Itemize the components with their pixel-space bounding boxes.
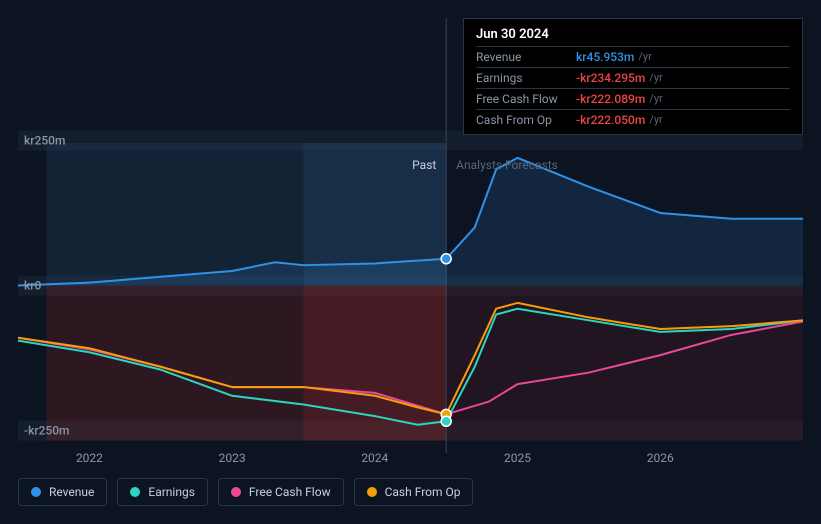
tooltip-row-value: kr45.953m — [576, 50, 634, 64]
legend-dot-icon — [367, 487, 377, 497]
chart-legend: Revenue Earnings Free Cash Flow Cash From O… — [18, 478, 473, 506]
legend-item-earnings[interactable]: Earnings — [117, 478, 208, 506]
svg-text:2023: 2023 — [219, 451, 246, 465]
legend-item-revenue[interactable]: Revenue — [18, 478, 107, 506]
tooltip-row-label: Cash From Op — [476, 113, 576, 127]
tooltip-row-value: -kr234.295m — [576, 71, 645, 85]
legend-item-label: Earnings — [148, 485, 195, 499]
tooltip-row-label: Free Cash Flow — [476, 92, 576, 106]
tooltip-row-suffix: /yr — [649, 71, 662, 85]
legend-item-label: Cash From Op — [385, 485, 461, 499]
svg-text:-kr250m: -kr250m — [24, 424, 70, 438]
tooltip-row: Earnings-kr234.295m/yr — [476, 67, 790, 88]
tooltip-row-label: Earnings — [476, 71, 576, 85]
svg-text:2026: 2026 — [647, 451, 674, 465]
svg-text:2025: 2025 — [504, 451, 531, 465]
legend-item-label: Revenue — [49, 485, 94, 499]
legend-item-free_cash_flow[interactable]: Free Cash Flow — [218, 478, 344, 506]
legend-dot-icon — [231, 487, 241, 497]
tooltip-row-suffix: /yr — [649, 92, 662, 106]
legend-item-label: Free Cash Flow — [249, 485, 331, 499]
forecast-section-label: Analysts Forecasts — [456, 158, 558, 172]
svg-text:2022: 2022 — [76, 451, 103, 465]
svg-text:2024: 2024 — [361, 451, 388, 465]
tooltip-row-value: -kr222.050m — [576, 113, 645, 127]
tooltip-row-suffix: /yr — [649, 113, 662, 127]
svg-text:kr250m: kr250m — [24, 133, 65, 147]
chart-container: kr250m kr0 -kr250m 2022 2023 2024 2025 2026 Pas… — [18, 18, 803, 506]
legend-item-cash_from_op[interactable]: Cash From Op — [354, 478, 474, 506]
tooltip-row: Free Cash Flow-kr222.089m/yr — [476, 88, 790, 109]
tooltip-row-suffix: /yr — [638, 50, 651, 64]
chart-tooltip: Jun 30 2024 Revenuekr45.953m/yrEarnings-… — [463, 18, 803, 135]
tooltip-row-label: Revenue — [476, 50, 576, 64]
tooltip-row: Revenuekr45.953m/yr — [476, 46, 790, 67]
past-section-label: Past — [412, 158, 436, 172]
tooltip-date: Jun 30 2024 — [476, 27, 790, 46]
tooltip-row-value: -kr222.089m — [576, 92, 645, 106]
svg-text:kr0: kr0 — [24, 279, 42, 293]
legend-dot-icon — [31, 487, 41, 497]
tooltip-row: Cash From Op-kr222.050m/yr — [476, 109, 790, 130]
legend-dot-icon — [130, 487, 140, 497]
